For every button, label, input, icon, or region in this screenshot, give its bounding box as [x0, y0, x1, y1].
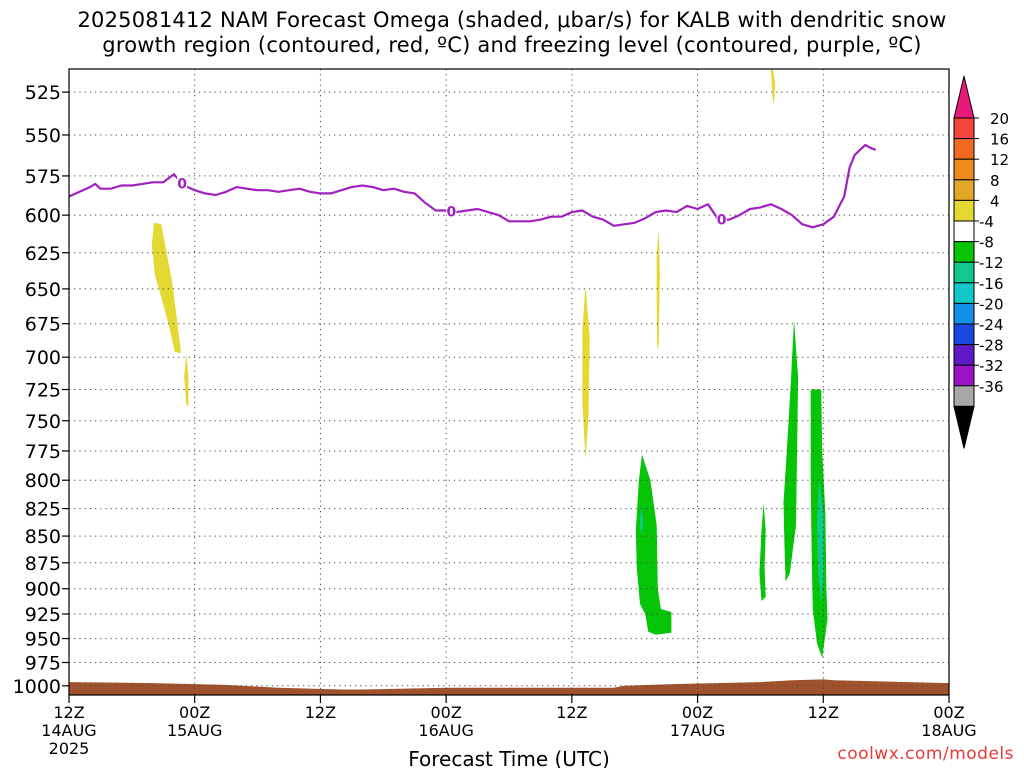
colorbar-segment-14	[953, 385, 975, 407]
x-tick-label-72-1: 12Z	[808, 703, 839, 722]
freezing-level-label-bg-2	[716, 211, 727, 226]
omega-region-3	[656, 230, 660, 351]
y-tick-label-825: 825	[25, 499, 61, 521]
y-tick-label-925: 925	[25, 604, 61, 626]
terrain-fill	[69, 679, 949, 695]
colorbar-label-5: -4	[979, 213, 994, 231]
colorbar-segment-12	[953, 344, 975, 366]
x-tick-label-24-1: 12Z	[305, 703, 336, 722]
y-tick-label-650: 650	[25, 279, 61, 301]
colorbar-label-9: -20	[979, 295, 1004, 313]
colorbar-label-8: -16	[979, 275, 1004, 293]
colorbar-label-3: 8	[990, 172, 1000, 190]
colorbar: 20 16 12 8 4 -4 -8 -12 -16 -20 -24 -28 -32 -36	[953, 75, 1009, 449]
plot-frame	[68, 68, 950, 696]
y-tick-label-575: 575	[25, 166, 61, 188]
x-tick-label-36-2: 16AUG	[418, 721, 473, 740]
colorbar-label-7: -12	[979, 254, 1004, 272]
y-tick-label-700: 700	[25, 347, 61, 369]
colorbar-segment-11	[953, 323, 975, 346]
freezing-level-label-1: 0	[447, 204, 457, 220]
terrain-layer	[69, 679, 949, 695]
colorbar-segment-6	[953, 220, 975, 243]
colorbar-label-6: -8	[979, 234, 994, 252]
x-tick-label-0-2: 14AUG	[41, 721, 96, 740]
freezing-level-line	[68, 143, 877, 229]
x-tick-label-12-1: 00Z	[179, 703, 210, 722]
x-tick-label-12-2: 15AUG	[167, 721, 222, 740]
colorbar-label-13: -36	[979, 378, 1004, 396]
x-tick-label-84-1: 00Z	[933, 703, 964, 722]
colorbar-segment-7	[953, 241, 975, 263]
omega-region-4	[770, 69, 776, 105]
grid-layer	[69, 69, 949, 695]
colorbar-segment-9	[953, 282, 975, 304]
colorbar-label-1: 16	[990, 131, 1009, 149]
colorbar-label-4: 4	[990, 192, 1000, 210]
chart-title-line-1: 2025081412 NAM Forecast Omega (shaded, μ…	[77, 8, 947, 32]
colorbar-segment-2	[953, 138, 975, 160]
y-tick-label-750: 750	[25, 411, 61, 433]
y-axis-ticks: 525 550 575 600 625 650 675 700 725 750 775 800 825 8…	[13, 82, 69, 698]
y-tick-label-625: 625	[25, 243, 61, 265]
omega-region-7	[759, 503, 766, 601]
y-tick-label-875: 875	[25, 553, 61, 575]
colorbar-bottom-arrow	[953, 405, 975, 449]
y-tick-label-975: 975	[25, 653, 61, 675]
freezing-level-label-bg-0	[177, 175, 188, 190]
omega-shading-layer	[151, 69, 828, 658]
x-tick-label-0-3: 2025	[49, 739, 90, 758]
colorbar-label-12: -32	[979, 357, 1004, 375]
y-tick-label-850: 850	[25, 526, 61, 548]
y-tick-label-600: 600	[25, 205, 61, 227]
freezing-level-label-0: 0	[177, 176, 187, 192]
colorbar-label-0: 20	[990, 110, 1009, 128]
omega-region-1	[184, 353, 189, 406]
omega-region-6	[783, 319, 799, 582]
colorbar-segment-8	[953, 261, 975, 284]
colorbar-segment-3	[953, 158, 975, 181]
chart-title-line-2: growth region (contoured, red, ºC) and f…	[102, 33, 922, 57]
freezing-level-label-bg-1	[446, 203, 457, 218]
freezing-level-label-2: 0	[717, 213, 727, 229]
omega-region-0	[151, 222, 182, 354]
x-tick-label-60-1: 00Z	[682, 703, 713, 722]
y-tick-label-725: 725	[25, 380, 61, 402]
x-tick-label-0-1: 12Z	[53, 703, 84, 722]
y-tick-label-525: 525	[25, 82, 61, 104]
colorbar-label-11: -28	[979, 337, 1004, 355]
y-tick-label-775: 775	[25, 441, 61, 463]
omega-region-9	[817, 477, 824, 604]
y-tick-label-800: 800	[25, 470, 61, 492]
x-tick-label-48-1: 12Z	[556, 703, 587, 722]
colorbar-top-arrow	[953, 75, 975, 119]
colorbar-segment-5	[953, 199, 975, 222]
colorbar-segment-13	[953, 364, 975, 387]
colorbar-segment-4	[953, 179, 975, 201]
y-tick-label-950: 950	[25, 629, 61, 651]
colorbar-segment-1	[953, 117, 975, 140]
x-axis-label: Forecast Time (UTC)	[408, 747, 610, 768]
y-tick-label-550: 550	[25, 125, 61, 147]
y-tick-label-900: 900	[25, 579, 61, 601]
omega-region-5	[635, 454, 672, 635]
y-tick-label-1000: 1000	[13, 676, 61, 698]
y-tick-label-675: 675	[25, 314, 61, 336]
freezing-level-layer: 0 0 0	[68, 143, 877, 229]
colorbar-label-10: -24	[979, 316, 1004, 334]
omega-region-10	[640, 505, 644, 537]
x-tick-label-60-2: 17AUG	[670, 721, 725, 740]
colorbar-label-2: 12	[990, 151, 1009, 169]
credit-text: coolwx.com/models	[837, 744, 1014, 764]
omega-region-2	[582, 286, 590, 460]
x-tick-label-36-1: 00Z	[430, 703, 461, 722]
colorbar-segment-10	[953, 302, 975, 325]
x-tick-label-84-2: 18AUG	[921, 721, 976, 740]
